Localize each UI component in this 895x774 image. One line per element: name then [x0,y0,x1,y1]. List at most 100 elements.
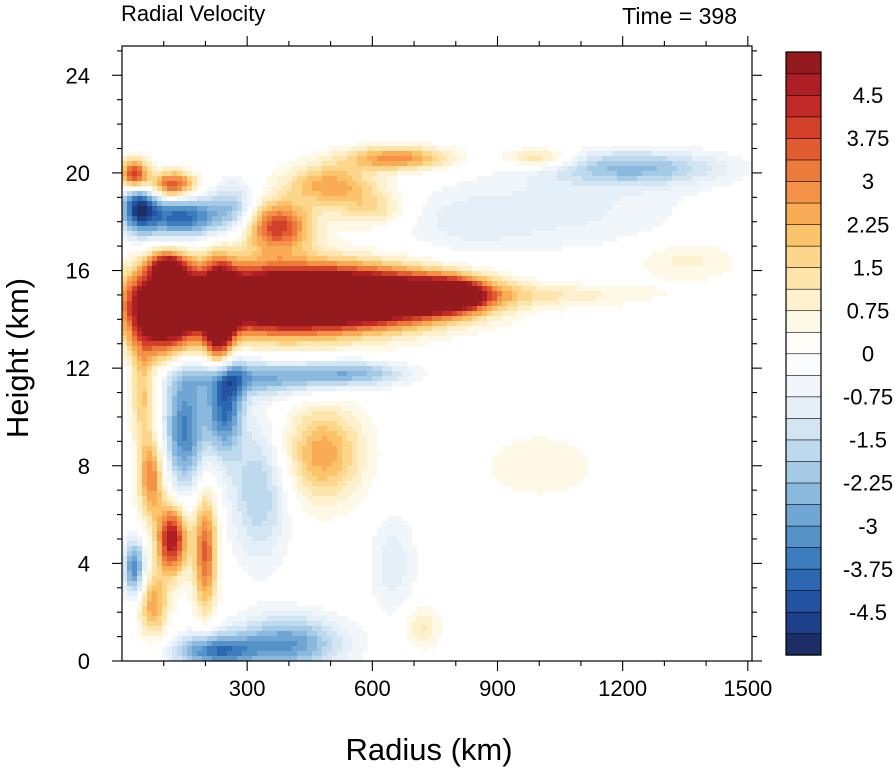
heatmap-cell [277,366,283,372]
heatmap-cell [452,241,458,247]
heatmap-cell [682,261,688,267]
heatmap-cell [307,406,313,412]
heatmap-cell [132,256,138,262]
heatmap-cell [142,296,148,302]
heatmap-cell [142,446,148,452]
heatmap-cell [612,186,618,192]
heatmap-cell [522,226,528,232]
heatmap-cell [237,326,243,332]
heatmap-cell [247,451,253,457]
heatmap-cell [382,316,388,322]
heatmap-cell [332,301,338,307]
heatmap-cell [537,246,543,252]
heatmap-cell [447,206,453,212]
heatmap-cell [212,366,218,372]
heatmap-cell [137,321,143,327]
heatmap-cell [147,471,153,477]
heatmap-cell [647,286,653,292]
heatmap-cell [342,286,348,292]
heatmap-cell [677,171,683,177]
heatmap-cell [507,481,513,487]
heatmap-cell [337,341,343,347]
heatmap-cell [387,156,393,162]
heatmap-cell [657,271,663,277]
heatmap-cell [167,256,173,262]
heatmap-cell [407,336,413,342]
heatmap-cell [322,376,328,382]
heatmap-cell [742,166,748,172]
heatmap-cell [222,441,228,447]
heatmap-cell [427,316,433,322]
heatmap-cell [322,301,328,307]
heatmap-cell [367,221,373,227]
heatmap-cell [232,431,238,437]
heatmap-cell [197,436,203,442]
heatmap-cell [512,466,518,472]
heatmap-cell [247,346,253,352]
heatmap-cell [162,356,168,362]
heatmap-cell [512,476,518,482]
heatmap-cell [277,321,283,327]
heatmap-cell [382,256,388,262]
heatmap-cell [542,476,548,482]
heatmap-cell [542,146,548,152]
heatmap-cell [202,206,208,212]
heatmap-cell [512,206,518,212]
heatmap-cell [307,246,313,252]
heatmap-cell [232,201,238,207]
heatmap-cell [222,366,228,372]
heatmap-cell [212,381,218,387]
heatmap-cell [162,166,168,172]
heatmap-cell [187,481,193,487]
heatmap-cell [577,166,583,172]
heatmap-cell [217,201,223,207]
heatmap-cell [572,161,578,167]
heatmap-cell [157,361,163,367]
heatmap-cell [292,371,298,377]
heatmap-cell [712,166,718,172]
heatmap-cell [582,176,588,182]
heatmap-cell [417,161,423,167]
heatmap-cell [392,381,398,387]
heatmap-cell [697,266,703,272]
heatmap-cell [187,446,193,452]
heatmap-cell [192,291,198,297]
heatmap-cell [677,151,683,157]
heatmap-cell [277,176,283,182]
heatmap-cell [392,181,398,187]
heatmap-cell [352,481,358,487]
heatmap-cell [512,241,518,247]
heatmap-cell [707,261,713,267]
heatmap-cell [247,381,253,387]
heatmap-cell [562,471,568,477]
heatmap-cell [297,251,303,257]
heatmap-cell [452,236,458,242]
heatmap-cell [332,276,338,282]
heatmap-cell [492,281,498,287]
heatmap-cell [427,281,433,287]
heatmap-cell [532,241,538,247]
heatmap-cell [247,341,253,347]
heatmap-cell [712,151,718,157]
heatmap-cell [562,161,568,167]
heatmap-cell [267,231,273,237]
heatmap-cell [192,386,198,392]
heatmap-cell [672,161,678,167]
heatmap-cell [137,426,143,432]
heatmap-cell [452,201,458,207]
heatmap-cell [332,426,338,432]
heatmap-cell [212,461,218,467]
heatmap-cell [252,266,258,272]
heatmap-cell [607,196,613,202]
heatmap-cell [247,421,253,427]
heatmap-cell [287,206,293,212]
heatmap-cell [482,221,488,227]
heatmap-cell [222,256,228,262]
heatmap-cell [427,336,433,342]
heatmap-cell [677,196,683,202]
heatmap-cell [652,206,658,212]
heatmap-cell [367,291,373,297]
heatmap-cell [557,296,563,302]
heatmap-cell [122,331,128,337]
